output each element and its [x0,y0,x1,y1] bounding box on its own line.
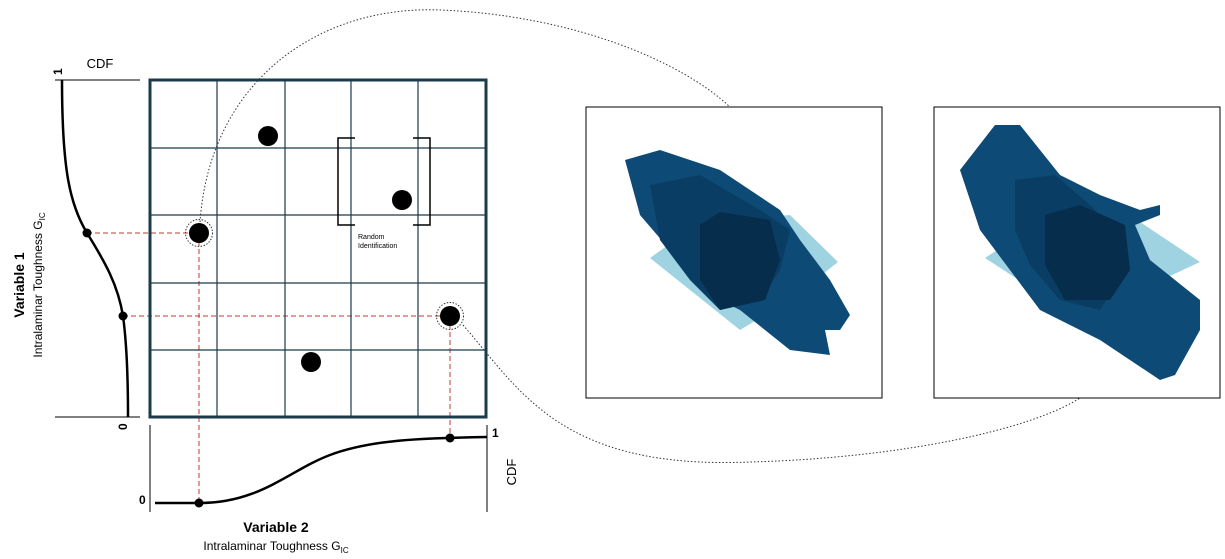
axis-label: Variable 1 [11,252,27,318]
guides [87,232,451,503]
annotation: Identification [358,243,397,250]
subscript: IC [341,546,349,555]
cdf-min: 0 [116,423,130,430]
cdf-max: 1 [51,68,65,75]
cdf-point [118,311,128,321]
sublabel-text: Intralaminar Toughness G [31,220,45,357]
axis-label: Variable 2 [243,519,309,535]
samples [189,126,460,372]
grid-frame [148,78,488,419]
cdf-point [82,228,92,238]
damage-map [625,150,850,355]
cdf-title: CDF [87,56,114,71]
cdf-point [194,498,204,508]
axis-sublabel: Intralaminar Toughness GIC [203,539,348,555]
cdf-curve [60,79,130,418]
cdf-curve [155,435,488,505]
bracket [337,137,431,226]
damage-map [960,125,1200,380]
highlight [436,302,464,330]
highlight [185,219,213,247]
sublabel-text: Intralaminar Toughness G [203,539,340,553]
cdf-min: 0 [139,493,146,507]
cdf-title: CDF [504,459,519,486]
subscript: IC [38,212,47,220]
connector [462,324,1081,464]
cdf-point [445,433,455,443]
cdf-max: 1 [492,426,499,440]
axis-sublabel: Intralaminar Toughness GIC [31,212,47,357]
annotation: Random [358,234,385,241]
